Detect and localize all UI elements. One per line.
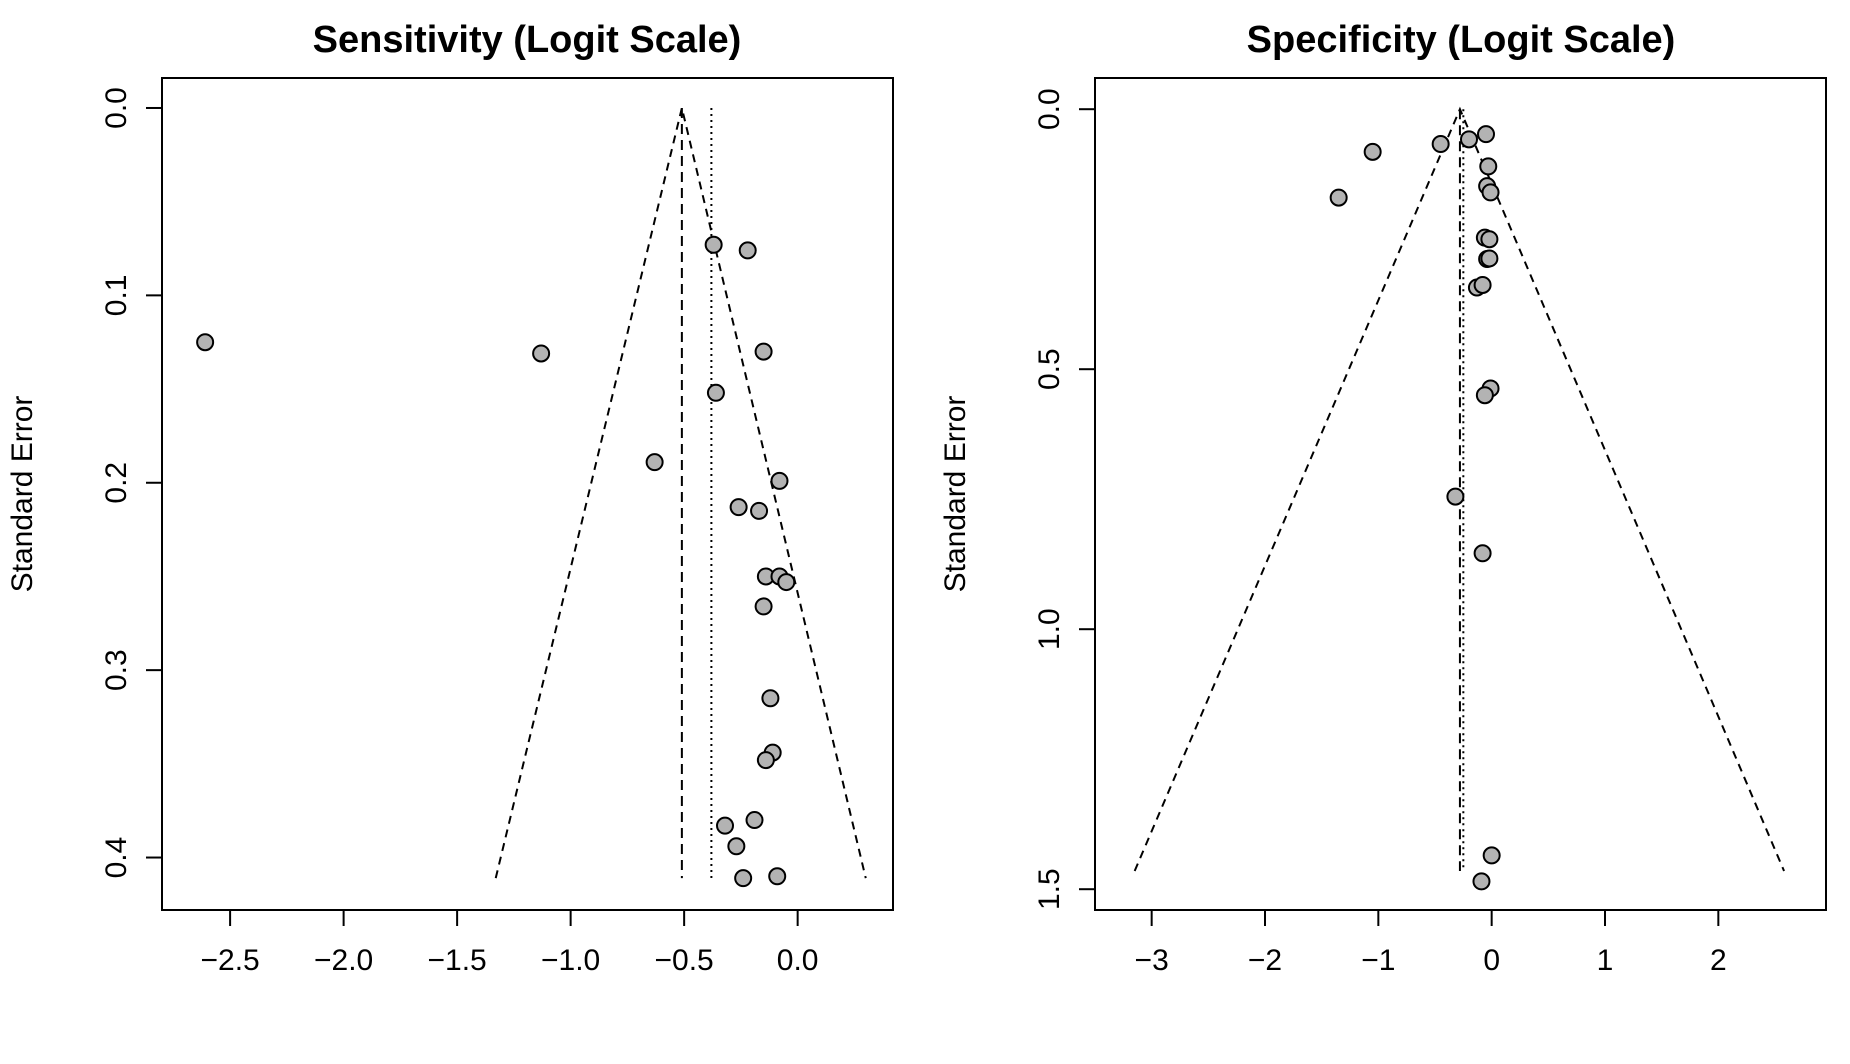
specificity-plot-frame bbox=[1094, 77, 1827, 911]
specificity-y-tick-label: 0.5 bbox=[1033, 348, 1066, 390]
sensitivity-study-point bbox=[706, 383, 725, 402]
specificity-study-point bbox=[1460, 130, 1478, 149]
specificity-y-axis-label: Standard Error bbox=[939, 396, 972, 593]
specificity-study-point bbox=[1479, 157, 1498, 176]
sensitivity-x-tick-label: −2.0 bbox=[314, 944, 373, 977]
specificity-study-point bbox=[1473, 275, 1492, 294]
sensitivity-y-tick-label: 0.4 bbox=[100, 837, 133, 879]
specificity-study-point bbox=[1329, 188, 1348, 207]
specificity-study-point bbox=[1473, 544, 1492, 563]
sensitivity-study-point bbox=[770, 471, 789, 490]
specificity-x-tick-label: −2 bbox=[1248, 944, 1282, 977]
sensitivity-x-tick-label: −2.5 bbox=[200, 944, 259, 977]
specificity-x-tick-label: 1 bbox=[1597, 944, 1614, 977]
sensitivity-study-point bbox=[645, 453, 664, 472]
sensitivity-chart-title: Sensitivity (Logit Scale) bbox=[313, 19, 742, 61]
sensitivity-y-tick-label: 0.0 bbox=[100, 87, 133, 129]
sensitivity-study-point bbox=[777, 573, 796, 592]
specificity-study-point bbox=[1480, 249, 1499, 268]
specificity-study-point bbox=[1363, 142, 1382, 161]
specificity-x-tick-label: 2 bbox=[1710, 944, 1727, 977]
specificity-y-tick-label: 1.0 bbox=[1033, 608, 1066, 650]
sensitivity-study-point bbox=[738, 241, 757, 260]
sensitivity-x-tick-label: 0.0 bbox=[777, 944, 819, 977]
specificity-study-point bbox=[1481, 183, 1500, 202]
specificity-study-point bbox=[1472, 872, 1491, 891]
sensitivity-study-point bbox=[761, 689, 780, 708]
sensitivity-study-point bbox=[727, 837, 746, 856]
specificity-study-point bbox=[1477, 125, 1495, 144]
sensitivity-study-point bbox=[756, 751, 775, 770]
sensitivity-y-tick-label: 0.3 bbox=[100, 649, 133, 691]
specificity-panel: Specificity (Logit Scale) Standard Error −… bbox=[939, 19, 1827, 977]
specificity-chart-title: Specificity (Logit Scale) bbox=[1247, 19, 1676, 61]
sensitivity-study-point bbox=[745, 811, 764, 830]
sensitivity-study-point bbox=[716, 816, 735, 835]
sensitivity-study-point bbox=[532, 344, 551, 363]
sensitivity-panel: Sensitivity (Logit Scale) Standard Error −… bbox=[6, 19, 894, 977]
sensitivity-y-tick-label: 0.2 bbox=[100, 462, 133, 504]
sensitivity-study-point bbox=[754, 342, 773, 361]
specificity-x-tick-label: 0 bbox=[1483, 944, 1500, 977]
sensitivity-study-point bbox=[729, 498, 748, 517]
specificity-y-tick-label: 1.5 bbox=[1033, 868, 1066, 910]
sensitivity-x-tick-label: −1.5 bbox=[428, 944, 487, 977]
sensitivity-plot-frame bbox=[161, 77, 894, 911]
sensitivity-y-tick-label: 0.1 bbox=[100, 275, 133, 317]
sensitivity-study-point bbox=[768, 867, 787, 886]
specificity-study-point bbox=[1431, 135, 1450, 154]
specificity-x-tick-label: −3 bbox=[1135, 944, 1169, 977]
sensitivity-study-point bbox=[196, 333, 215, 352]
specificity-x-tick-label: −1 bbox=[1361, 944, 1395, 977]
sensitivity-x-tick-label: −0.5 bbox=[655, 944, 714, 977]
specificity-y-tick-label: 0.0 bbox=[1033, 88, 1066, 130]
specificity-study-point bbox=[1475, 386, 1494, 405]
specificity-study-point bbox=[1446, 487, 1465, 506]
specificity-study-point bbox=[1480, 230, 1499, 249]
sensitivity-x-tick-label: −1.0 bbox=[541, 944, 600, 977]
sensitivity-study-point bbox=[750, 501, 769, 520]
sensitivity-y-axis-label: Standard Error bbox=[6, 396, 39, 593]
specificity-study-point bbox=[1482, 846, 1501, 865]
sensitivity-study-point bbox=[704, 235, 723, 254]
sensitivity-study-point bbox=[754, 597, 773, 616]
sensitivity-study-point bbox=[734, 869, 753, 888]
sensitivity-funnel-limits bbox=[494, 107, 867, 879]
